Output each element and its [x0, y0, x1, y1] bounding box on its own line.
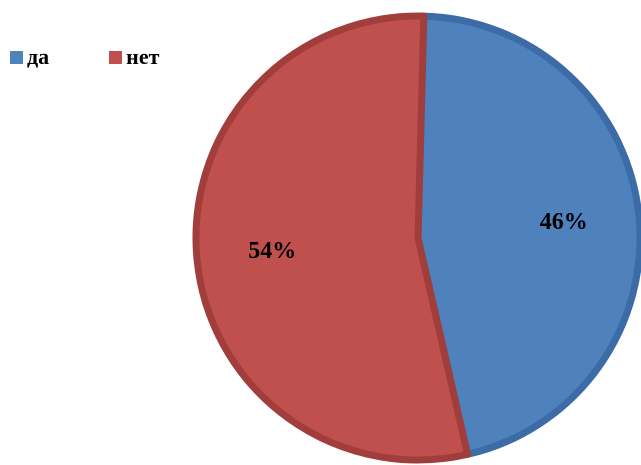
legend-swatch-net: [109, 50, 123, 64]
legend-label-da: да: [27, 44, 50, 69]
data-label-da: 46%: [540, 209, 588, 235]
legend-label-net: нет: [126, 44, 160, 69]
data-label-net: 54%: [248, 238, 296, 264]
pie-slice-net: [192, 12, 472, 464]
pie-slice-da: [414, 12, 641, 458]
legend-item-net: нет: [109, 44, 159, 70]
legend-swatch-da: [10, 50, 23, 64]
legend-item-da: да: [10, 44, 49, 70]
chart-legend: да нет: [10, 44, 159, 70]
pie-slices: [192, 12, 641, 464]
pie-data-labels: 46% 54%: [248, 209, 588, 264]
